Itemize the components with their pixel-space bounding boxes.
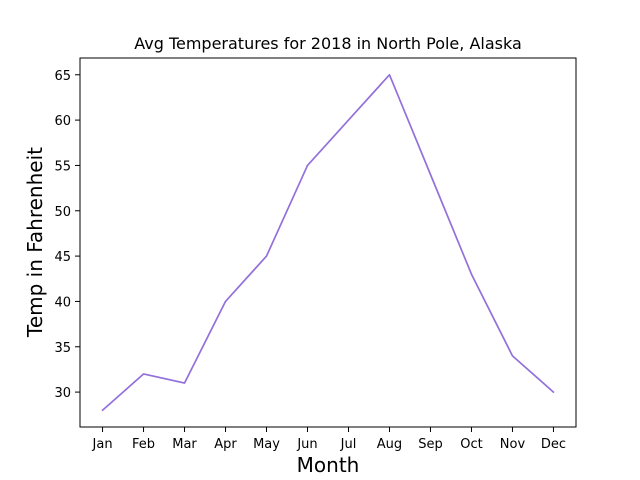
y-tick-label: 55: [54, 159, 71, 174]
x-tick-label: Jul: [340, 437, 357, 452]
y-axis: 30 35 40 45 50 55 60 65: [54, 69, 80, 401]
series-layer: [101, 73, 555, 412]
y-axis-title: Temp in Fahrenheit: [23, 147, 47, 338]
x-tick-label: Apr: [214, 437, 237, 452]
x-tick-label: Aug: [377, 437, 402, 452]
y-tick-label: 65: [54, 69, 71, 84]
y-tick-label: 50: [54, 205, 71, 220]
x-tick-label: Nov: [500, 437, 526, 452]
series-line: [101, 73, 555, 412]
x-axis-title: Month: [297, 453, 360, 477]
x-tick-label: Dec: [541, 437, 566, 452]
plot-frame: [79, 57, 577, 428]
y-tick-label: 40: [54, 295, 71, 310]
x-tick-label: Jun: [296, 437, 317, 452]
y-tick-label: 35: [54, 341, 71, 356]
x-tick-label: Oct: [460, 437, 482, 452]
plot-area: [79, 57, 577, 428]
x-tick-label: Mar: [172, 437, 197, 452]
x-tick-label: Feb: [132, 437, 155, 452]
chart-title: Avg Temperatures for 2018 in North Pole,…: [134, 34, 522, 53]
x-axis: Jan Feb Mar Apr May Jun Jul Aug Sep Oct Nov Dec: [92, 427, 566, 452]
x-tick-label: May: [253, 437, 280, 452]
y-tick-label: 30: [54, 386, 71, 401]
x-tick-label: Sep: [418, 437, 443, 452]
y-tick-label: 45: [54, 250, 71, 265]
y-tick-label: 60: [54, 114, 71, 129]
x-tick-label: Jan: [92, 437, 113, 452]
